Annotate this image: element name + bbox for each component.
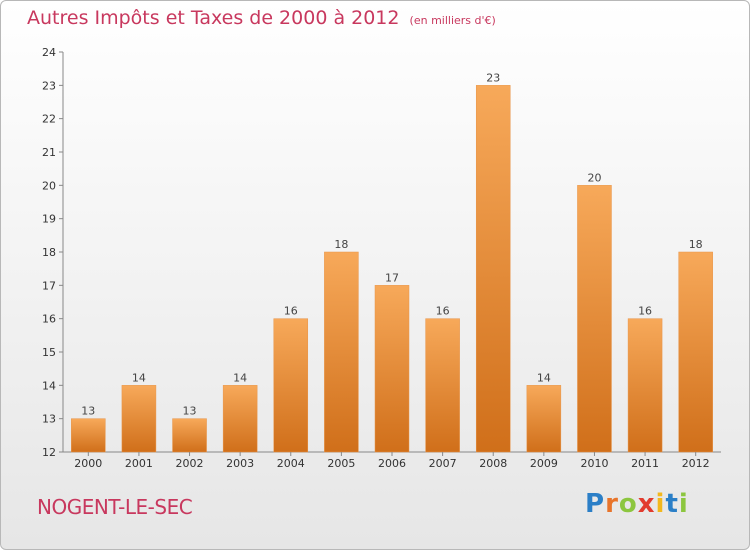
x-tick-label: 2000	[74, 457, 102, 470]
y-tick-label: 17	[42, 279, 56, 292]
x-tick-label: 2006	[378, 457, 406, 470]
y-tick-label: 24	[42, 46, 56, 59]
y-tick-label: 22	[42, 113, 56, 126]
logo-letter: x	[637, 489, 656, 519]
bar-2005	[324, 251, 359, 453]
data-label: 13	[183, 405, 197, 418]
data-label: 23	[486, 71, 500, 84]
bar-2001	[121, 385, 157, 453]
title-text: Autres Impôts et Taxes de 2000 à 2012	[27, 7, 400, 29]
x-tick-label: 2002	[176, 457, 204, 470]
data-label: 13	[81, 405, 95, 418]
y-tick-label: 15	[42, 346, 56, 359]
logo-letter: o	[618, 489, 638, 519]
chart-title: Autres Impôts et Taxes de 2000 à 2012 (e…	[27, 7, 496, 29]
bar-2012	[678, 251, 713, 453]
logo-letter: i	[678, 489, 689, 519]
x-tick-label: 2005	[327, 457, 355, 470]
y-tick-label: 13	[42, 413, 56, 426]
bar-2004	[273, 318, 309, 453]
title-unit: (en milliers d'€)	[409, 14, 496, 27]
data-label: 18	[689, 238, 703, 251]
commune-name: NOGENT-LE-SEC	[37, 495, 193, 519]
bar-2002	[172, 418, 207, 453]
x-tick-label: 2009	[530, 457, 558, 470]
bar-2011	[627, 318, 663, 453]
proxiti-logo: Proxiti	[585, 489, 689, 519]
data-label: 18	[334, 238, 348, 251]
data-label: 20	[587, 171, 601, 184]
bar-2003	[222, 385, 258, 453]
x-tick-label: 2001	[125, 457, 153, 470]
data-label: 14	[233, 371, 247, 384]
data-label: 16	[638, 305, 652, 318]
x-tick-label: 2003	[226, 457, 254, 470]
bar-2008	[475, 85, 511, 453]
y-tick-label: 21	[42, 146, 56, 159]
y-tick-label: 12	[42, 446, 56, 459]
x-tick-label: 2004	[277, 457, 305, 470]
data-label: 16	[436, 305, 450, 318]
bar-2010	[577, 185, 612, 453]
data-label: 17	[385, 271, 399, 284]
x-tick-label: 2010	[580, 457, 608, 470]
bar-2006	[374, 285, 410, 453]
bar-2007	[425, 318, 460, 453]
logo-letter: i	[655, 489, 666, 519]
y-tick-label: 14	[42, 379, 56, 392]
logo-letter: t	[665, 489, 679, 519]
y-tick-label: 23	[42, 79, 56, 92]
x-tick-label: 2011	[631, 457, 659, 470]
data-label: 16	[284, 305, 298, 318]
x-tick-label: 2007	[429, 457, 457, 470]
y-tick-label: 16	[42, 313, 56, 326]
data-label: 14	[537, 371, 551, 384]
x-tick-label: 2008	[479, 457, 507, 470]
logo-letter: r	[605, 489, 619, 519]
bar-2000	[71, 418, 106, 453]
y-tick-label: 20	[42, 179, 56, 192]
bar-2009	[526, 385, 562, 453]
y-tick-label: 19	[42, 213, 56, 226]
x-tick-label: 2012	[682, 457, 710, 470]
data-label: 14	[132, 371, 146, 384]
y-tick-label: 18	[42, 246, 56, 259]
logo-letter: P	[585, 489, 606, 519]
